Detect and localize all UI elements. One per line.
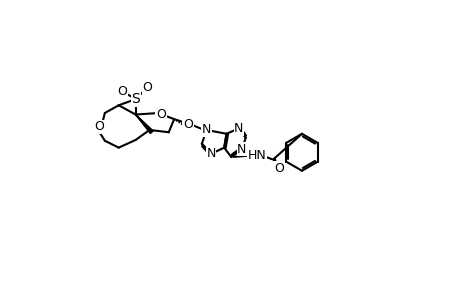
Text: N: N	[237, 143, 246, 156]
Text: O: O	[94, 120, 104, 134]
Text: O: O	[156, 108, 166, 121]
Text: N: N	[206, 147, 215, 160]
Text: O: O	[142, 81, 152, 94]
Text: O: O	[274, 162, 283, 175]
Text: S: S	[131, 92, 140, 106]
Text: HN: HN	[247, 149, 266, 162]
Text: O: O	[118, 85, 127, 98]
Text: O: O	[183, 118, 192, 131]
Polygon shape	[135, 115, 153, 134]
Text: N: N	[202, 123, 211, 136]
Text: N: N	[234, 122, 243, 135]
